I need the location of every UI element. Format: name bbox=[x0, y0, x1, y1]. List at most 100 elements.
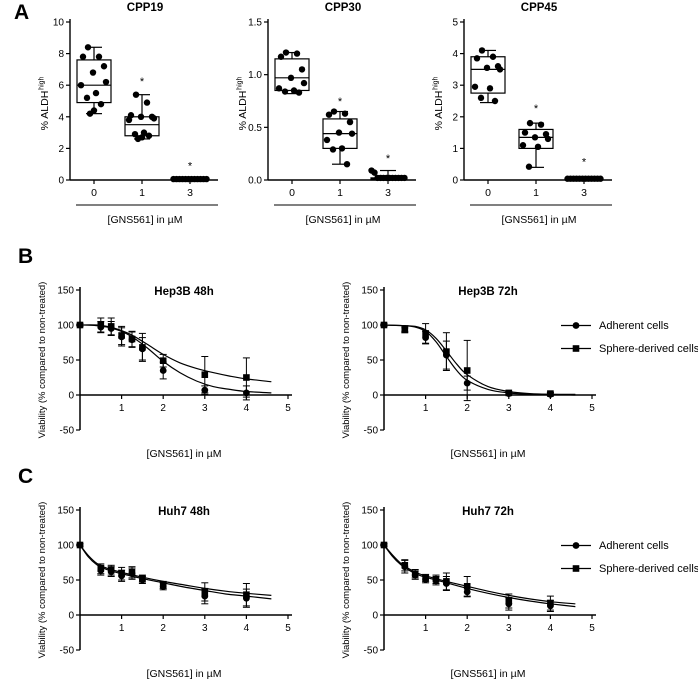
plot-title: CPP19 bbox=[126, 2, 164, 14]
svg-text:100: 100 bbox=[361, 321, 378, 332]
svg-text:150: 150 bbox=[57, 506, 74, 517]
svg-text:*: * bbox=[582, 157, 587, 169]
svg-text:4: 4 bbox=[244, 403, 250, 414]
svg-text:-50: -50 bbox=[364, 646, 379, 657]
svg-text:4: 4 bbox=[548, 403, 554, 414]
svg-text:8: 8 bbox=[58, 49, 64, 60]
svg-text:100: 100 bbox=[57, 541, 74, 552]
svg-text:0: 0 bbox=[372, 611, 378, 622]
x-axis-label: [GNS561] in µM bbox=[450, 668, 526, 680]
legend-label: Adherent cells bbox=[599, 319, 669, 332]
legend-b: Adherent cells Sphere-derived cells bbox=[560, 314, 698, 360]
svg-text:1.5: 1.5 bbox=[248, 18, 262, 29]
x-axis-label: [GNS561] in µM bbox=[305, 214, 381, 226]
legend-item-adherent: Adherent cells bbox=[560, 314, 698, 337]
svg-text:50: 50 bbox=[63, 356, 75, 367]
svg-text:3: 3 bbox=[506, 403, 512, 414]
svg-text:5: 5 bbox=[285, 623, 291, 634]
svg-text:0: 0 bbox=[58, 176, 64, 187]
legend-label: Sphere-derived cells bbox=[599, 562, 698, 575]
box-chart-cpp45: 0 1 2 3 4 5 0 1 3 * * bbox=[452, 18, 612, 206]
box-chart-cpp30: 0.0 0.5 1.0 1.5 0 1 3 * * bbox=[248, 18, 416, 206]
svg-text:4: 4 bbox=[244, 623, 250, 634]
svg-text:1: 1 bbox=[423, 403, 429, 414]
xy-chart-hep3b-48h: -50 0 50 100 150 1 2 3 4 5 bbox=[57, 286, 292, 437]
svg-text:6: 6 bbox=[58, 81, 64, 92]
xyplot-hep3b-72h: Viability (% compared to non-treated) He… bbox=[332, 258, 642, 462]
circle-marker-icon bbox=[561, 542, 591, 549]
x-axis-label: [GNS561] in µM bbox=[146, 668, 222, 680]
svg-text:4: 4 bbox=[58, 112, 64, 123]
square-marker-icon bbox=[561, 345, 591, 352]
svg-text:-50: -50 bbox=[60, 426, 75, 437]
xyplot-huh7-48h: Viability (% compared to non-treated) Hu… bbox=[28, 478, 338, 681]
svg-text:150: 150 bbox=[361, 506, 378, 517]
x-axis-label: [GNS561] in µM bbox=[107, 214, 183, 226]
svg-text:0: 0 bbox=[289, 187, 295, 199]
circle-marker-icon bbox=[561, 322, 591, 329]
svg-text:50: 50 bbox=[367, 576, 379, 587]
svg-text:150: 150 bbox=[57, 286, 74, 297]
svg-text:1: 1 bbox=[533, 187, 539, 199]
plot-title: Hep3B 72h bbox=[458, 286, 518, 298]
svg-text:0: 0 bbox=[452, 176, 458, 187]
svg-text:3: 3 bbox=[452, 81, 458, 92]
svg-text:*: * bbox=[188, 161, 193, 173]
svg-text:150: 150 bbox=[361, 286, 378, 297]
svg-text:100: 100 bbox=[57, 321, 74, 332]
svg-text:50: 50 bbox=[63, 576, 75, 587]
svg-text:5: 5 bbox=[285, 403, 291, 414]
svg-text:5: 5 bbox=[452, 18, 458, 29]
boxplot-cpp19: CPP19 % ALDH high 0 2 4 6 8 10 0 1 3 * * [GNS561] … bbox=[30, 2, 230, 242]
svg-text:-50: -50 bbox=[60, 646, 75, 657]
svg-text:*: * bbox=[140, 76, 145, 88]
svg-text:3: 3 bbox=[187, 187, 193, 199]
panel-c-label: C bbox=[18, 465, 34, 488]
box-chart-cpp19: 0 2 4 6 8 10 0 1 3 * * bbox=[53, 18, 218, 206]
svg-text:50: 50 bbox=[367, 356, 379, 367]
svg-text:2: 2 bbox=[160, 623, 166, 634]
legend-item-sphere: Sphere-derived cells bbox=[560, 337, 698, 360]
svg-text:4: 4 bbox=[452, 49, 458, 60]
xyplot-hep3b-48h: Viability (% compared to non-treated) He… bbox=[28, 258, 338, 462]
svg-text:5: 5 bbox=[589, 403, 595, 414]
legend-item-adherent: Adherent cells bbox=[560, 534, 698, 557]
svg-text:2: 2 bbox=[160, 403, 166, 414]
panel-a-label: A bbox=[14, 1, 30, 24]
svg-text:3: 3 bbox=[506, 623, 512, 634]
svg-text:0.5: 0.5 bbox=[248, 123, 262, 134]
plot-title: CPP45 bbox=[520, 2, 558, 14]
x-axis-label: [GNS561] in µM bbox=[501, 214, 577, 226]
panel-b-label: B bbox=[18, 245, 34, 268]
svg-text:100: 100 bbox=[361, 541, 378, 552]
svg-text:0: 0 bbox=[68, 611, 74, 622]
svg-text:2: 2 bbox=[464, 623, 470, 634]
xy-chart-huh7-72h: -50 0 50 100 150 1 2 3 4 5 bbox=[361, 506, 596, 657]
svg-text:*: * bbox=[338, 96, 343, 108]
plot-title: Huh7 72h bbox=[462, 506, 514, 518]
svg-text:*: * bbox=[386, 153, 391, 165]
plot-title: Huh7 48h bbox=[158, 506, 210, 518]
svg-text:3: 3 bbox=[581, 187, 587, 199]
svg-text:3: 3 bbox=[385, 187, 391, 199]
legend-c: Adherent cells Sphere-derived cells bbox=[560, 534, 698, 580]
svg-text:0: 0 bbox=[91, 187, 97, 199]
x-axis-label: [GNS561] in µM bbox=[450, 448, 526, 460]
xy-chart-huh7-48h: -50 0 50 100 150 1 2 3 4 5 bbox=[57, 506, 292, 657]
svg-text:4: 4 bbox=[548, 623, 554, 634]
svg-text:1: 1 bbox=[119, 403, 125, 414]
svg-text:1.0: 1.0 bbox=[248, 70, 262, 81]
svg-text:1: 1 bbox=[423, 623, 429, 634]
svg-text:0: 0 bbox=[68, 391, 74, 402]
svg-text:*: * bbox=[534, 103, 539, 115]
legend-label: Adherent cells bbox=[599, 539, 669, 552]
square-marker-icon bbox=[561, 565, 591, 572]
svg-text:1: 1 bbox=[337, 187, 343, 199]
svg-text:1: 1 bbox=[119, 623, 125, 634]
svg-text:0: 0 bbox=[372, 391, 378, 402]
svg-text:0: 0 bbox=[485, 187, 491, 199]
svg-text:10: 10 bbox=[53, 18, 65, 29]
svg-text:1: 1 bbox=[452, 144, 458, 155]
boxplot-cpp45: CPP45 % ALDH high 0 1 2 3 4 5 0 1 3 * * [GNS561] i… bbox=[424, 2, 624, 242]
